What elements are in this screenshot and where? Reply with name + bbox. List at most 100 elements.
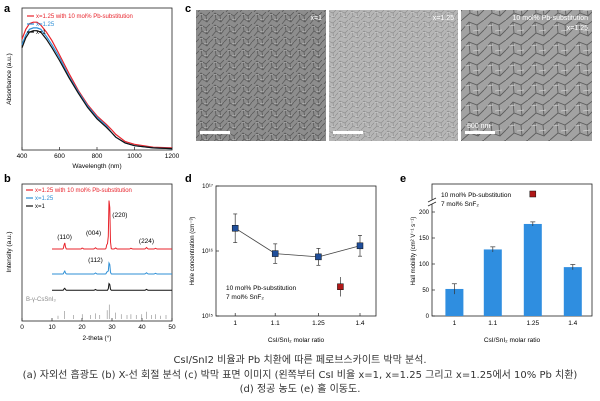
sem-image-x1 — [196, 10, 326, 141]
d-ytick-label: 10¹⁶ — [202, 248, 214, 255]
chart-e-frame — [431, 183, 593, 317]
d-extra-point — [337, 283, 344, 290]
legend-b-0: x=1.25 with 10 mol% Pb-substitution — [35, 188, 132, 194]
e-bar — [483, 249, 502, 316]
legend-a-0: x=1.25 with 10 mol% Pb-substitution — [36, 14, 133, 20]
chart-d-ylabel: Hole concentration (cm⁻³) — [190, 217, 196, 286]
sem-images: x=1 x=1.25 10 mol% Pb-substitution x=1.2… — [196, 10, 592, 141]
b-xtick-label: 20 — [78, 324, 86, 331]
e-extra-point — [529, 190, 537, 198]
b-peak-label: (004) — [86, 230, 101, 237]
scale-bar-label: 500 nm — [467, 123, 491, 130]
legend-b-2: x=1 — [35, 204, 46, 210]
chart-d-annotation-1: 10 mol% Pb-substitution — [226, 285, 296, 292]
chart-a-xlabel: Wavelength (nm) — [72, 163, 121, 170]
e-axis-break-mark — [427, 201, 437, 207]
b-series-line-1 — [52, 261, 172, 275]
d-ytick-label: 10¹⁵ — [202, 313, 214, 320]
b-xtick-label: 50 — [168, 324, 176, 331]
chart-d-annotation-2: 7 mol% SnF₂ — [226, 294, 264, 301]
b-xtick-label: 10 — [48, 324, 56, 331]
e-bar — [563, 267, 582, 316]
sem-image-x125 — [329, 10, 458, 141]
chart-b: 0 10 20 30 40 50 (110) (112) (004) (220) (224) B-… — [6, 183, 176, 342]
e-ytick-label: 200 — [419, 210, 430, 216]
d-xtick-label: 1.4 — [355, 320, 364, 327]
a-xtick-label: 600 — [54, 153, 65, 160]
sem-label-x1: x=1 — [311, 15, 323, 22]
legend-b-1: x=1.25 — [35, 196, 54, 202]
chart-a: 400 600 800 1000 1200 Absorbance (a.u.) Wave… — [6, 7, 180, 170]
chart-b-reference — [57, 304, 167, 319]
chart-e: 0 50 100 150 200 1 1.1 1.25 1.4 10 mol% Pb-subst… — [411, 183, 593, 344]
e-xtick-label: 1.1 — [488, 320, 497, 327]
panel-label-c: c — [185, 3, 191, 15]
b-xtick-label: 40 — [138, 324, 146, 331]
chart-b-peak-labels: (110) (112) (004) (220) (224) — [57, 212, 154, 264]
a-series-line-0 — [21, 21, 173, 149]
chart-d-marks — [231, 213, 364, 297]
e-ytick-label: 50 — [422, 288, 429, 294]
d-ytick-label: 10¹⁷ — [202, 183, 213, 190]
sem-label-x125: x=1.25 — [433, 15, 454, 22]
caption-title: CsI/SnI2 비율과 Pb 치환에 따른 페로브스카이트 박막 분석. — [173, 355, 427, 366]
e-bar — [523, 223, 542, 316]
panel-label-e: e — [400, 173, 406, 185]
e-xtick-label: 1.4 — [568, 320, 577, 327]
legend-a-2: x=1 — [36, 30, 47, 36]
chart-e-axes: 0 50 100 150 200 1 1.1 1.25 1.4 — [419, 197, 578, 327]
chart-b-ref-label: B-γ-CsSnI₃ — [26, 297, 56, 303]
chart-b-xlabel: 2-theta (°) — [83, 334, 112, 342]
e-bar — [445, 288, 464, 316]
a-xtick-label: 800 — [92, 153, 103, 160]
scale-bar-1 — [200, 131, 230, 134]
chart-b-frame — [21, 183, 173, 322]
panel-label-d: d — [185, 173, 192, 185]
b-xtick-label: 30 — [108, 324, 116, 331]
chart-e-annotation-1: 10 mol% Pb-substitution — [441, 192, 511, 199]
chart-a-ylabel: Absorbance (a.u.) — [6, 53, 13, 105]
scale-bar-2 — [333, 131, 363, 134]
e-xtick-label: 1 — [453, 320, 457, 327]
b-peak-label: (110) — [57, 234, 72, 241]
e-ytick-label: 0 — [426, 314, 430, 320]
chart-b-series — [52, 200, 172, 291]
chart-a-series — [21, 21, 173, 150]
d-data-point — [356, 242, 364, 250]
d-data-point — [231, 225, 239, 232]
chart-b-legend: x=1.25 with 10 mol% Pb-substitution x=1.… — [26, 188, 132, 210]
chart-a-legend: x=1.25 with 10 mol% Pb-substitution x=1.… — [27, 14, 133, 36]
a-xtick-label: 1000 — [127, 153, 142, 160]
e-ytick-label: 150 — [419, 236, 430, 242]
d-xtick-label: 1 — [233, 320, 237, 327]
e-axis-break-gap — [428, 200, 436, 204]
a-series-line-2 — [21, 30, 173, 150]
chart-d: 10¹⁵ 10¹⁶ 10¹⁷ 1 1.1 1.25 1.4 10 mol% Pb-subst… — [190, 183, 377, 344]
caption-line-3: (d) 정공 농도 (e) 홀 이동도. — [239, 384, 361, 395]
chart-e-annotation-2: 7 mol% SnF₂ — [441, 201, 479, 208]
a-series-line-1 — [21, 27, 173, 150]
sem-image-pb — [461, 10, 592, 141]
d-data-point — [271, 250, 279, 257]
chart-d-axes: 10¹⁵ 10¹⁶ 10¹⁷ 1 1.1 1.25 1.4 — [202, 183, 365, 327]
b-peak-label: (220) — [112, 212, 127, 219]
d-xtick-label: 1.25 — [312, 320, 325, 327]
d-data-point — [315, 253, 322, 261]
chart-a-xticks: 400 600 800 1000 1200 — [17, 147, 180, 160]
sem-label-pb: 10 mol% Pb-substitution — [513, 15, 589, 22]
d-xtick-label: 1.1 — [271, 320, 280, 327]
scale-bar-3 — [465, 131, 495, 134]
b-series-line-2 — [52, 282, 172, 291]
panel-label-a: a — [4, 3, 11, 15]
chart-e-marks — [445, 190, 582, 316]
e-axis-break-mark — [427, 197, 437, 203]
a-xtick-label: 400 — [17, 153, 28, 160]
sem-sublabel-pb: x=1.25 — [567, 25, 588, 32]
b-peak-label: (112) — [88, 257, 103, 264]
d-trend-line — [234, 227, 361, 258]
chart-d-xlabel: CsI/SnI₂ molar ratio — [268, 337, 325, 344]
e-xtick-label: 1.25 — [526, 320, 539, 327]
chart-b-ylabel: Intensity (a.u.) — [6, 231, 13, 272]
a-xtick-label: 1200 — [165, 153, 180, 160]
